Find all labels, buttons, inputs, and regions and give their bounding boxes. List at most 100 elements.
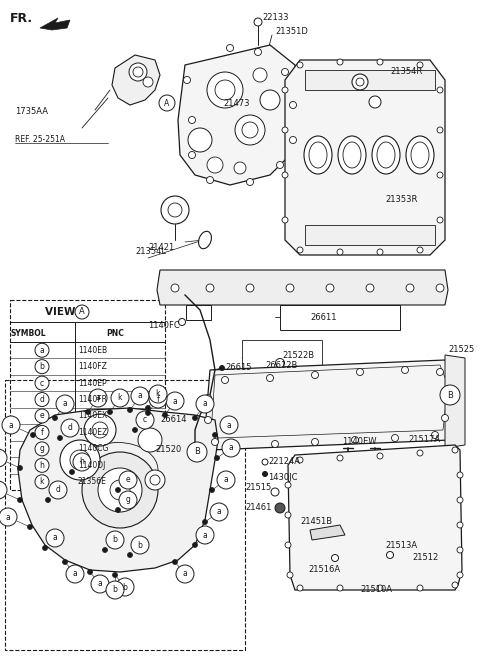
- Circle shape: [110, 480, 130, 500]
- Polygon shape: [157, 270, 448, 305]
- Circle shape: [289, 136, 297, 144]
- Circle shape: [242, 122, 258, 138]
- Circle shape: [161, 196, 189, 224]
- Polygon shape: [40, 18, 70, 30]
- Text: g: g: [39, 444, 45, 453]
- Circle shape: [337, 249, 343, 255]
- Polygon shape: [310, 525, 345, 540]
- Circle shape: [263, 472, 267, 476]
- Circle shape: [285, 512, 291, 518]
- Circle shape: [204, 394, 212, 401]
- Circle shape: [46, 497, 50, 502]
- Circle shape: [377, 249, 383, 255]
- Text: k: k: [40, 478, 44, 486]
- Polygon shape: [288, 445, 462, 590]
- Polygon shape: [285, 60, 445, 255]
- Circle shape: [163, 413, 168, 417]
- Text: a: a: [182, 569, 187, 579]
- Text: a: a: [227, 420, 231, 430]
- Text: a: a: [9, 420, 13, 430]
- Text: e: e: [126, 476, 130, 485]
- Circle shape: [189, 117, 195, 123]
- Circle shape: [85, 409, 91, 415]
- Circle shape: [266, 375, 274, 382]
- Circle shape: [168, 203, 182, 217]
- Text: 1140EB: 1140EB: [78, 346, 107, 355]
- Circle shape: [92, 422, 108, 438]
- Circle shape: [235, 115, 265, 145]
- Circle shape: [133, 67, 143, 77]
- Circle shape: [432, 432, 439, 438]
- Circle shape: [436, 284, 444, 292]
- Circle shape: [192, 415, 197, 420]
- Text: 1140EZ: 1140EZ: [78, 428, 107, 437]
- Text: a: a: [224, 476, 228, 485]
- Circle shape: [192, 543, 197, 548]
- Circle shape: [116, 578, 134, 596]
- Text: 21351D: 21351D: [275, 28, 308, 37]
- Circle shape: [87, 569, 93, 575]
- Text: 1140FR: 1140FR: [78, 395, 107, 404]
- Circle shape: [337, 59, 343, 65]
- Circle shape: [217, 471, 235, 489]
- Text: a: a: [96, 394, 100, 403]
- Circle shape: [213, 432, 217, 438]
- Circle shape: [262, 459, 268, 465]
- Circle shape: [440, 385, 460, 405]
- Text: SYMBOL: SYMBOL: [10, 329, 46, 337]
- Text: a: a: [97, 579, 102, 588]
- Circle shape: [286, 284, 294, 292]
- Circle shape: [285, 542, 291, 548]
- Circle shape: [366, 284, 374, 292]
- Text: a: a: [62, 400, 67, 409]
- Circle shape: [172, 560, 178, 565]
- Circle shape: [297, 62, 303, 68]
- Circle shape: [149, 385, 167, 403]
- Circle shape: [0, 481, 7, 499]
- Text: B: B: [447, 390, 453, 400]
- Circle shape: [442, 415, 448, 422]
- Circle shape: [417, 62, 423, 68]
- Circle shape: [207, 157, 223, 173]
- Circle shape: [35, 359, 49, 374]
- Circle shape: [437, 127, 443, 133]
- Circle shape: [254, 18, 262, 26]
- Text: g: g: [126, 495, 131, 504]
- Circle shape: [406, 284, 414, 292]
- Text: FR.: FR.: [10, 12, 33, 24]
- Text: 26614: 26614: [160, 415, 187, 424]
- Text: 21510A: 21510A: [360, 586, 392, 594]
- Text: h: h: [39, 461, 45, 470]
- Circle shape: [27, 525, 33, 529]
- Circle shape: [215, 455, 219, 461]
- Circle shape: [457, 572, 463, 578]
- Circle shape: [253, 68, 267, 82]
- Circle shape: [103, 548, 108, 552]
- Circle shape: [17, 497, 23, 502]
- Text: 21512: 21512: [412, 554, 438, 562]
- Circle shape: [437, 172, 443, 178]
- Text: 1140DJ: 1140DJ: [78, 461, 106, 470]
- Circle shape: [282, 127, 288, 133]
- Circle shape: [357, 369, 363, 375]
- Text: B: B: [194, 447, 200, 457]
- Text: 21421: 21421: [148, 243, 174, 253]
- Text: 21517A: 21517A: [408, 436, 440, 445]
- Circle shape: [221, 377, 228, 384]
- Circle shape: [75, 305, 89, 319]
- Text: f: f: [156, 394, 159, 403]
- Circle shape: [275, 503, 285, 513]
- Circle shape: [276, 358, 285, 367]
- Circle shape: [352, 74, 368, 90]
- Circle shape: [417, 585, 423, 591]
- Text: a: a: [138, 392, 143, 401]
- Text: d: d: [39, 395, 45, 404]
- Circle shape: [43, 546, 48, 550]
- Text: a: a: [72, 569, 77, 579]
- Text: 21473: 21473: [223, 98, 250, 108]
- Circle shape: [2, 416, 20, 434]
- Circle shape: [196, 526, 214, 544]
- Text: a: a: [53, 533, 58, 543]
- Circle shape: [179, 319, 185, 325]
- Circle shape: [49, 481, 67, 499]
